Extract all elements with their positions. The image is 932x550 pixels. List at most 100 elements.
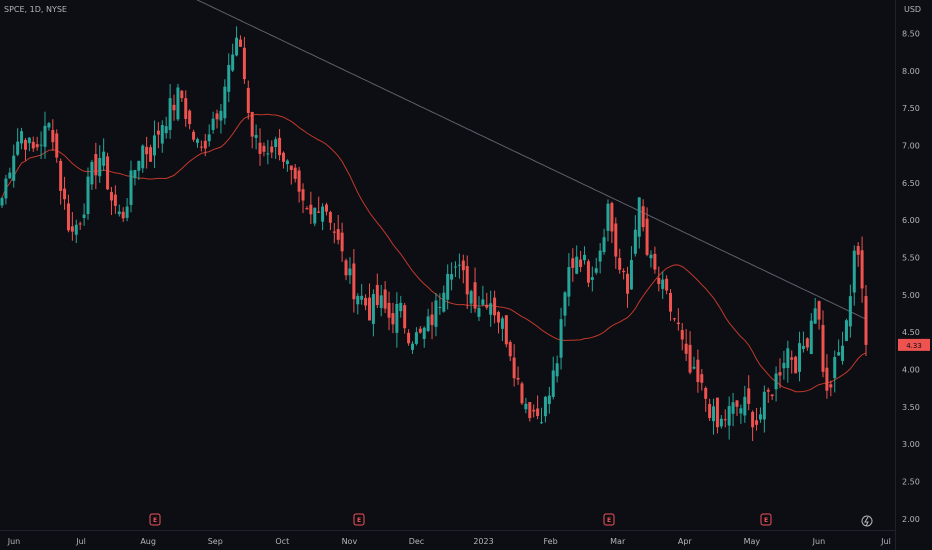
- candle-body: [364, 297, 368, 306]
- candle-body: [371, 293, 375, 324]
- candle-body: [485, 304, 489, 308]
- lightning-icon[interactable]: [861, 515, 873, 527]
- candle-body: [336, 229, 340, 240]
- candle-body: [12, 155, 16, 181]
- candle-body: [86, 176, 90, 215]
- candle-body: [551, 370, 555, 397]
- candle-body: [78, 223, 82, 225]
- candle-body: [704, 387, 708, 399]
- candle-body: [790, 357, 794, 360]
- candle-body: [567, 267, 571, 297]
- earnings-marker-icon[interactable]: [760, 513, 772, 526]
- candle-body: [684, 343, 688, 354]
- candle-body: [794, 356, 798, 374]
- candle-body: [547, 395, 551, 405]
- candle-body: [113, 194, 117, 206]
- candle-body: [332, 231, 336, 233]
- candle-body: [813, 308, 817, 324]
- candle-body: [348, 268, 352, 276]
- candle-body: [8, 172, 12, 179]
- candle-body: [461, 260, 465, 271]
- earnings-marker-icon[interactable]: [149, 513, 161, 526]
- candle-body: [665, 278, 669, 291]
- candle-body: [238, 39, 242, 47]
- candle-body: [301, 189, 305, 201]
- candle-body: [270, 146, 274, 153]
- candle-body: [602, 237, 606, 253]
- candle-body: [254, 134, 258, 138]
- candle-body: [637, 197, 641, 237]
- candle-body: [864, 296, 868, 345]
- candle-body: [598, 250, 602, 262]
- candle-body: [149, 147, 153, 162]
- candle-body: [715, 397, 719, 428]
- candle-body: [829, 384, 833, 388]
- candle-body: [676, 322, 680, 325]
- earnings-marker-icon[interactable]: [603, 513, 615, 526]
- candle-body: [195, 139, 199, 143]
- candle-body: [180, 90, 184, 99]
- candle-body: [395, 303, 399, 333]
- candle-body: [133, 169, 137, 179]
- candle-body: [743, 396, 747, 416]
- candle-body: [340, 232, 344, 252]
- candle-body: [457, 264, 461, 266]
- candle-body: [708, 403, 712, 419]
- candle-body: [223, 86, 227, 119]
- candle-body: [450, 274, 454, 280]
- candle-body: [508, 342, 512, 357]
- candle-body: [172, 104, 176, 111]
- candle-body: [63, 188, 67, 200]
- candle-body: [281, 152, 285, 162]
- candle-body: [481, 299, 485, 305]
- candle-body: [657, 277, 661, 285]
- candle-body: [215, 113, 219, 120]
- earnings-marker-icon[interactable]: [353, 513, 365, 526]
- candle-body: [477, 307, 481, 317]
- candle-body: [669, 292, 673, 312]
- candle-body: [106, 156, 110, 190]
- candle-body: [555, 363, 559, 377]
- candle-body: [414, 332, 418, 344]
- price-axis-tick: 2.50: [902, 477, 920, 486]
- candle-body: [860, 250, 864, 289]
- time-axis-label: Jun: [7, 537, 21, 546]
- candle-body: [31, 141, 35, 149]
- candle-body: [313, 207, 317, 224]
- candle-body: [700, 374, 704, 383]
- candle-body: [23, 139, 27, 150]
- price-axis-tick: 7.00: [902, 142, 920, 151]
- candle-body: [465, 266, 469, 295]
- candle-body: [672, 318, 676, 320]
- candle-body: [817, 301, 821, 320]
- candle-body: [434, 300, 438, 327]
- candle-body: [442, 292, 446, 312]
- time-axis-label: Sep: [208, 537, 223, 546]
- candle-body: [524, 403, 528, 410]
- candle-body: [739, 408, 743, 414]
- moving-average-fast-line: [1, 113, 867, 393]
- candle-body: [762, 391, 766, 420]
- candle-body: [66, 203, 70, 231]
- candle-body: [410, 343, 414, 350]
- candle-body: [235, 37, 239, 56]
- candle-body: [719, 418, 723, 427]
- candle-body: [407, 332, 411, 344]
- candle-body: [188, 110, 192, 125]
- candle-body: [184, 98, 188, 119]
- candle-body: [497, 312, 501, 323]
- candle-body: [98, 158, 102, 177]
- candle-body: [536, 408, 540, 417]
- candle-body: [540, 422, 544, 424]
- candle-body: [82, 214, 86, 218]
- price-axis-tick: 2.00: [902, 515, 920, 524]
- candle-body: [712, 406, 716, 422]
- candle-body: [289, 165, 293, 170]
- candle-body: [586, 261, 590, 283]
- price-axis-tick: 4.00: [902, 366, 920, 375]
- candle-body: [610, 203, 614, 232]
- candle-body: [399, 302, 403, 312]
- candle-body: [297, 170, 301, 192]
- candle-body: [680, 330, 684, 340]
